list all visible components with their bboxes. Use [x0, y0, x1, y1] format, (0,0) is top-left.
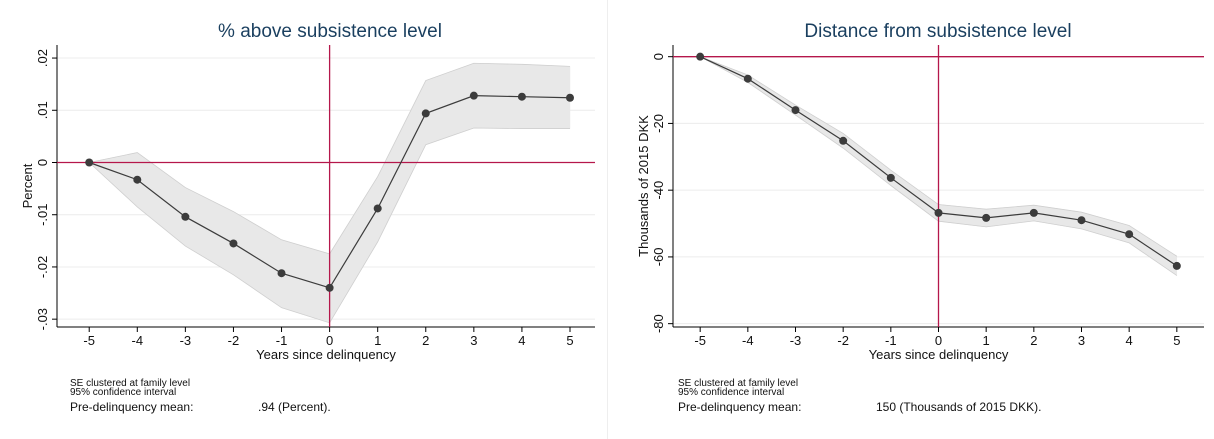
x-tick-label: 3: [1078, 333, 1085, 348]
estimate-point: [696, 52, 705, 61]
estimate-point: [839, 136, 848, 145]
y-tick-label: -80: [651, 314, 666, 333]
estimate-point: [469, 91, 478, 100]
x-axis-title: Years since delinquency: [869, 347, 1009, 362]
x-tick-label: -5: [694, 333, 706, 348]
mean-value: 150 (Thousands of 2015 DKK).: [876, 400, 1041, 414]
estimate-point: [886, 173, 895, 182]
estimate-point: [934, 208, 943, 217]
estimate-point: [325, 283, 334, 292]
estimate-point: [1029, 208, 1038, 217]
estimate-point: [229, 239, 238, 248]
estimate-point: [1172, 261, 1181, 270]
note: SE clustered at family level: [678, 378, 798, 389]
x-tick-label: 3: [470, 333, 477, 348]
y-tick-label: -40: [651, 181, 666, 200]
y-axis-title: Thousands of 2015 DKK: [636, 115, 651, 257]
x-tick-label: -5: [83, 333, 95, 348]
x-tick-label: -3: [790, 333, 802, 348]
y-tick-label: 0: [651, 53, 666, 60]
y-tick-label: -20: [651, 114, 666, 133]
x-tick-label: 2: [1030, 333, 1037, 348]
x-tick-label: -3: [180, 333, 192, 348]
y-axis-title: Percent: [20, 163, 35, 208]
estimate-point: [181, 212, 190, 221]
estimate-point: [277, 269, 286, 278]
x-tick-label: -2: [837, 333, 849, 348]
estimate-point: [1077, 216, 1086, 225]
note: 95% confidence interval: [678, 387, 784, 398]
mean-label: Pre-delinquency mean:: [678, 400, 801, 414]
x-tick-label: 0: [326, 333, 333, 348]
chart-title: % above subsistence level: [218, 21, 442, 42]
estimate-point: [373, 204, 382, 213]
x-tick-label: 4: [1126, 333, 1133, 348]
x-axis-title: Years since delinquency: [256, 347, 396, 362]
y-tick-label: -.02: [35, 256, 50, 278]
y-tick-label: -60: [651, 248, 666, 267]
x-tick-label: -4: [742, 333, 754, 348]
y-tick-label: 0: [35, 159, 50, 166]
estimate-point: [85, 158, 94, 167]
estimate-point: [421, 109, 430, 118]
x-tick-label: -1: [276, 333, 288, 348]
estimate-point: [1125, 230, 1134, 239]
estimate-point: [565, 93, 574, 102]
y-tick-label: -.03: [35, 308, 50, 330]
x-tick-label: 5: [566, 333, 573, 348]
mean-value: .94 (Percent).: [258, 400, 331, 414]
x-tick-label: 4: [518, 333, 525, 348]
y-tick-label: .02: [35, 49, 50, 67]
x-tick-label: -2: [228, 333, 240, 348]
x-tick-label: -4: [132, 333, 144, 348]
x-tick-label: 1: [374, 333, 381, 348]
x-tick-label: 2: [422, 333, 429, 348]
estimate-point: [982, 213, 991, 222]
y-tick-label: .01: [35, 101, 50, 119]
estimate-point: [133, 175, 142, 184]
estimate-point: [791, 106, 800, 115]
x-tick-label: -1: [885, 333, 897, 348]
chart-title: Distance from subsistence level: [804, 21, 1071, 42]
y-tick-label: -.01: [35, 204, 50, 226]
mean-label: Pre-delinquency mean:: [70, 400, 193, 414]
x-tick-label: 5: [1173, 333, 1180, 348]
x-tick-label: 1: [983, 333, 990, 348]
estimate-point: [743, 74, 752, 83]
note: SE clustered at family level: [70, 378, 190, 389]
estimate-point: [517, 92, 526, 101]
x-tick-label: 0: [935, 333, 942, 348]
note: 95% confidence interval: [70, 387, 176, 398]
